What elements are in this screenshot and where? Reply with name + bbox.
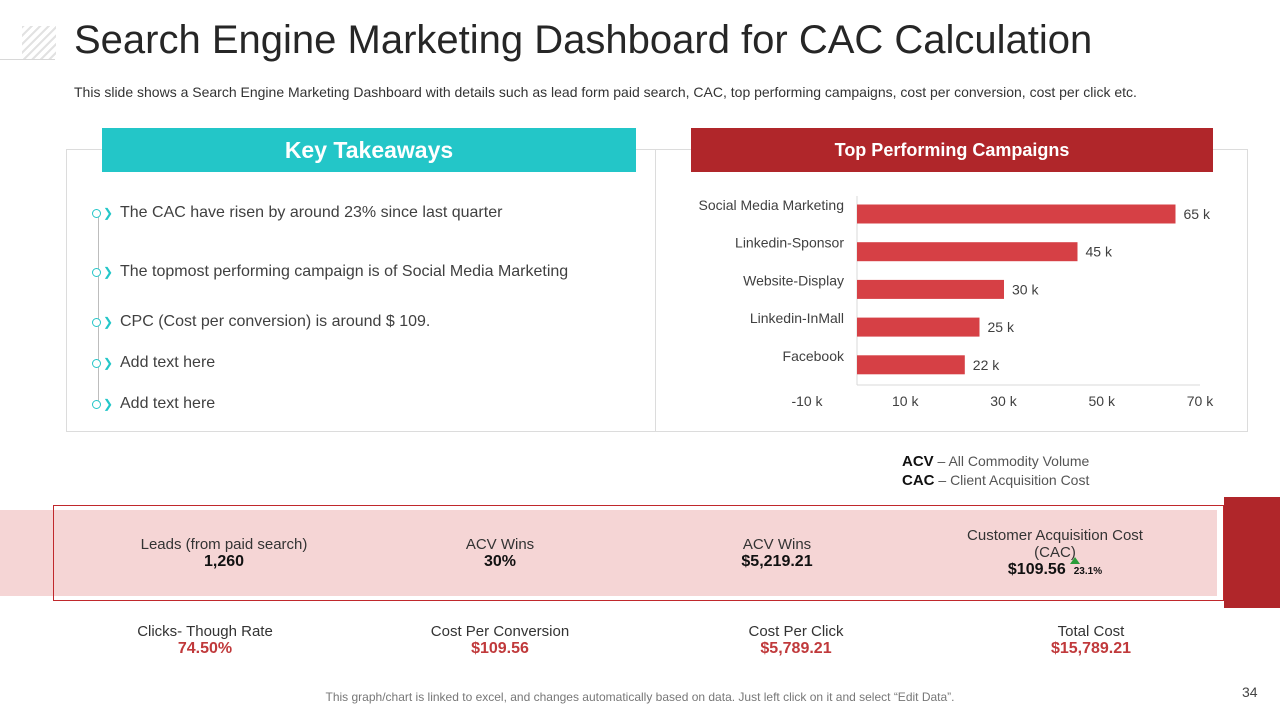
- content-panel: [66, 149, 1248, 432]
- chart-bar: [857, 317, 980, 337]
- chart-category-label: Linkedin-InMall: [750, 310, 844, 326]
- bullet-circle-icon: [92, 358, 101, 368]
- abbreviation-notes: ACV – All Commodity Volume CAC – Client …: [902, 452, 1089, 490]
- kpi-total-cost: Total Cost $15,789.21: [1050, 623, 1132, 657]
- takeaway-item: ❯ The topmost performing campaign is of …: [92, 262, 568, 282]
- title-rule: [0, 59, 55, 60]
- chart-x-tick-label: 50 k: [1089, 393, 1116, 409]
- bullet-connector: [98, 213, 99, 405]
- trend-up-icon: [1069, 557, 1080, 564]
- chart-category-label: Facebook: [783, 348, 845, 364]
- kpi-accent-block: [1224, 497, 1280, 608]
- decorative-hatch: [22, 26, 56, 60]
- kpi-cost-per-click: Cost Per Click $5,789.21: [748, 623, 844, 657]
- chevron-right-icon: ❯: [103, 206, 114, 220]
- page-title: Search Engine Marketing Dashboard for CA…: [74, 18, 1093, 62]
- chart-data-label: 45 k: [1086, 244, 1113, 260]
- chart-bar: [857, 204, 1176, 224]
- takeaway-item: ❯ Add text here: [92, 353, 215, 373]
- chevron-right-icon: ❯: [103, 397, 114, 411]
- kpi-ctr: Clicks- Though Rate 74.50%: [137, 623, 273, 657]
- kpi-cac: Customer Acquisition Cost (CAC) $109.56 2…: [967, 527, 1143, 578]
- definition-acv: ACV – All Commodity Volume: [902, 453, 1090, 470]
- takeaway-item: ❯ Add text here: [92, 394, 215, 414]
- chart-category-label: Website-Display: [743, 272, 844, 288]
- bullet-circle-icon: [92, 317, 101, 327]
- bullet-circle-icon: [92, 267, 101, 277]
- chart-data-label: 25 k: [988, 319, 1015, 335]
- chart-x-tick-label: 10 k: [892, 393, 919, 409]
- bullet-circle-icon: [92, 399, 101, 409]
- kpi-band: [0, 510, 1217, 596]
- chart-category-label: Social Media Marketing: [698, 197, 844, 213]
- chart-x-tick-label: 70 k: [1187, 393, 1214, 409]
- definition-cac: CAC – Client Acquisition Cost: [902, 472, 1090, 489]
- chart-x-tick-label: 30 k: [990, 393, 1017, 409]
- chevron-right-icon: ❯: [103, 265, 114, 279]
- kpi-leads: Leads (from paid search) 1,260: [140, 536, 308, 570]
- kpi-acv-wins-pct: ACV Wins 30%: [465, 536, 535, 570]
- chart-data-label: 30 k: [1012, 281, 1039, 297]
- kpi-cost-per-conversion: Cost Per Conversion $109.56: [430, 623, 570, 657]
- kpi-acv-wins-amount: ACV Wins $5,219.21: [741, 536, 813, 570]
- chart-category-label: Linkedin-Sponsor: [735, 235, 844, 251]
- takeaway-item: ❯ CPC (Cost per conversion) is around $ …: [92, 312, 430, 332]
- chevron-right-icon: ❯: [103, 356, 114, 370]
- page-subtitle: This slide shows a Search Engine Marketi…: [74, 84, 1137, 100]
- chart-x-tick-label: -10 k: [791, 393, 823, 409]
- cac-delta: 23.1%: [1073, 566, 1103, 577]
- panel-divider: [655, 149, 656, 432]
- key-takeaways-header: Key Takeaways: [102, 128, 636, 172]
- chart-bar: [857, 242, 1078, 262]
- footer-note: This graph/chart is linked to excel, and…: [325, 690, 955, 704]
- chart-data-label: 65 k: [1184, 206, 1211, 222]
- chevron-right-icon: ❯: [103, 315, 114, 329]
- bullet-circle-icon: [92, 208, 101, 218]
- chart-data-label: 22 k: [973, 357, 1000, 373]
- kpi-outline: [53, 505, 1224, 601]
- page-number: 34: [1242, 684, 1258, 700]
- campaign-bar-chart[interactable]: Social Media Marketing 65 k Linkedin-Spons…: [660, 180, 1230, 420]
- top-campaigns-header: Top Performing Campaigns: [691, 128, 1213, 172]
- chart-bar: [857, 355, 965, 375]
- chart-bar: [857, 279, 1004, 299]
- takeaway-item: ❯ The CAC have risen by around 23% since…: [92, 203, 502, 223]
